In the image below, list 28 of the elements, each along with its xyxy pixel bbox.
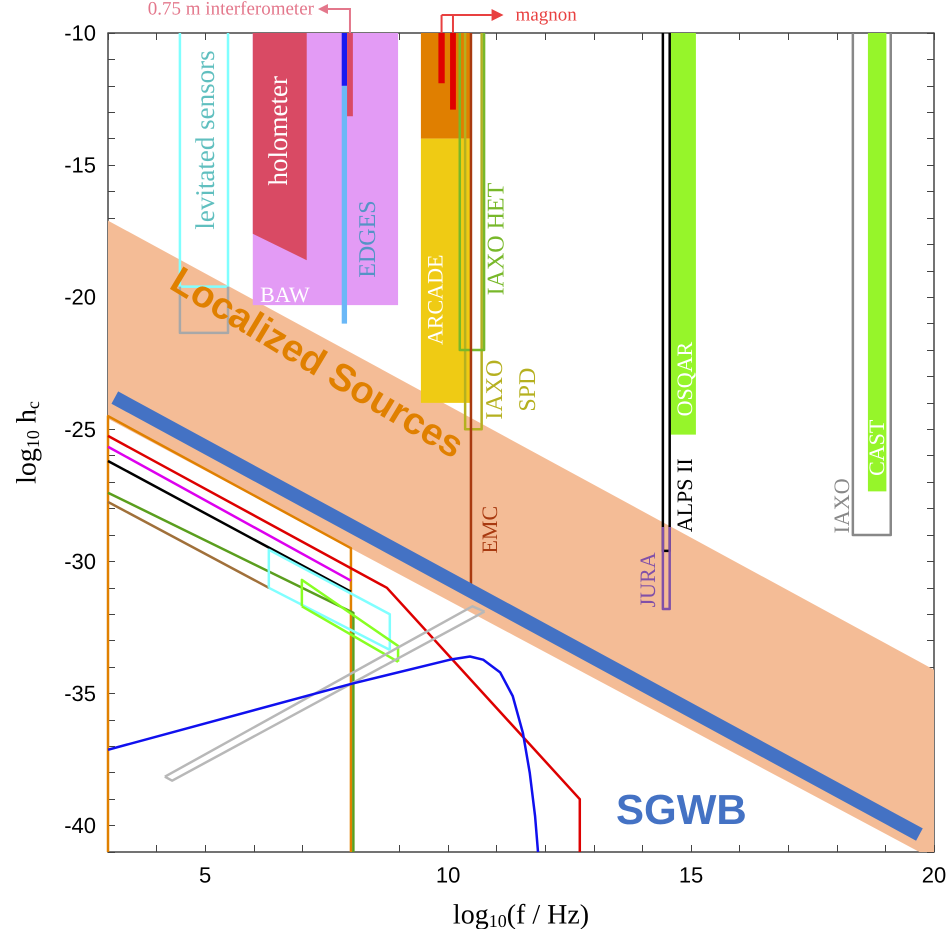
- text: magnon: [516, 4, 578, 26]
- text: 0.75 m interferometer: [148, 0, 315, 20]
- x-tick-label: 5: [199, 862, 212, 888]
- annotation: ALPS II: [672, 458, 697, 532]
- y-tick-label: -15: [64, 152, 96, 178]
- x-tick-label: 10: [436, 862, 460, 888]
- annotation: JURA: [634, 552, 660, 608]
- y-axis-title: log10 hc: [12, 401, 43, 484]
- annotation: CAST: [864, 419, 890, 476]
- annotation: holometer: [263, 76, 294, 186]
- annotation: IAXO: [829, 478, 854, 534]
- annotation: EDGES: [354, 200, 381, 278]
- y-tick-label: -20: [64, 284, 96, 310]
- y-tick-label: -35: [64, 680, 96, 706]
- y-tick-label: -30: [64, 548, 96, 574]
- annotation: levitated sensors: [190, 50, 220, 230]
- annotation: SGWB: [616, 786, 747, 834]
- x-tick-label: 20: [922, 862, 946, 888]
- y-tick-label: -40: [64, 813, 96, 838]
- y-tick-label: -10: [64, 20, 96, 46]
- annotation: SPD: [514, 368, 541, 412]
- annotation: OSQAR: [672, 341, 697, 416]
- annotation: IAXO HET: [484, 182, 510, 296]
- annotation: EMC: [476, 506, 502, 554]
- x-tick-label: 15: [678, 862, 704, 888]
- annotation: IAXO: [482, 360, 508, 420]
- annotation: ARCADE: [422, 254, 448, 346]
- y-tick-label: -25: [64, 416, 96, 442]
